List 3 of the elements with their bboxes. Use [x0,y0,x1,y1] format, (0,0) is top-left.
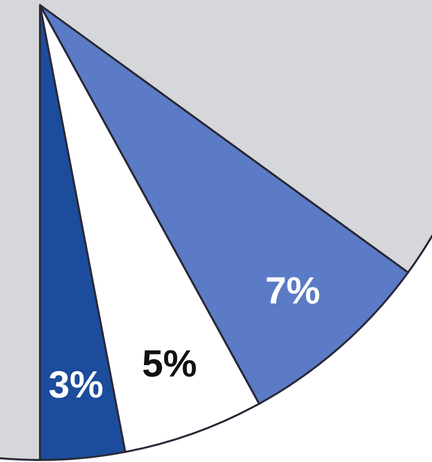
data-label: 3% [48,364,104,407]
data-label: 7% [265,270,320,313]
data-label: 5% [142,344,197,386]
